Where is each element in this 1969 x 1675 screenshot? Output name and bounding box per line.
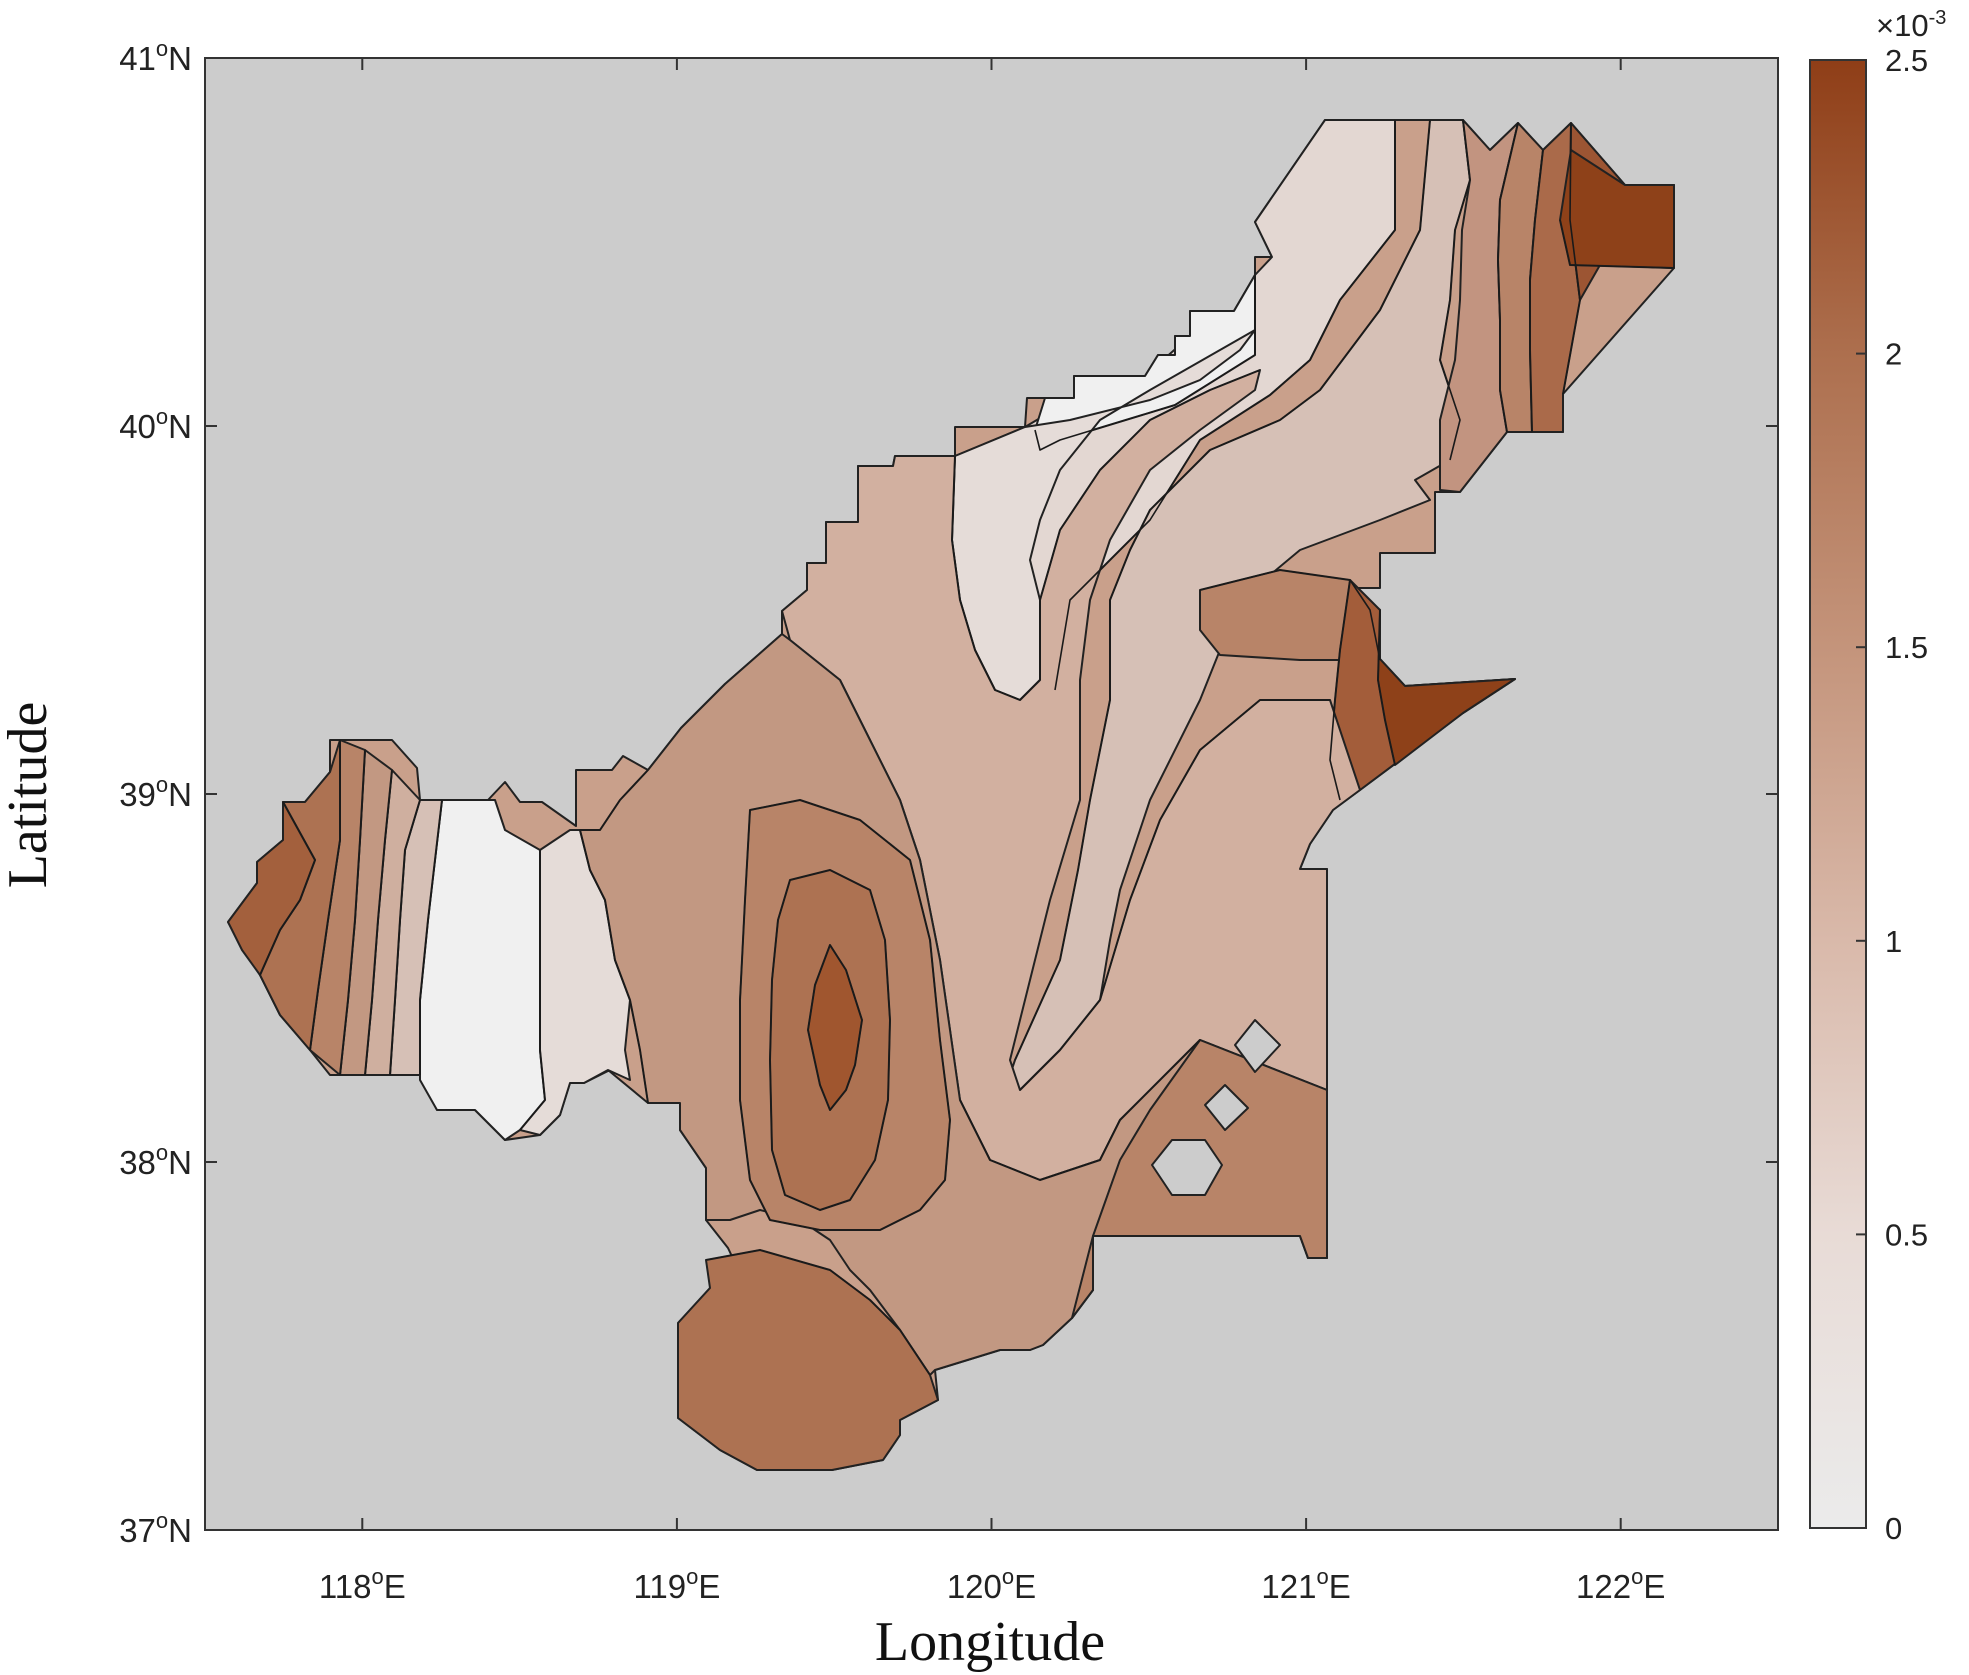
colorbar-ticks: 0 0.5 1 1.5 2 2.5 (1856, 43, 1928, 1546)
colorbar-tick-label: 2 (1885, 337, 1902, 372)
colorbar: 0 0.5 1 1.5 2 2.5 ×10-3 (1809, 7, 1946, 1546)
y-axis-title: Latitude (0, 702, 59, 889)
x-axis-ticks: 118oE 119oE 120oE 121oE 122oE (319, 58, 1665, 1605)
colorbar-exponent: ×10-3 (1876, 7, 1946, 43)
colorbar-tick-label: 1.5 (1885, 630, 1928, 665)
island-3 (1151, 1139, 1223, 1196)
level-1-w (419, 799, 546, 1141)
y-axis-ticks: 37oN 38oN 39oN 40oN 41oN (119, 36, 1778, 1549)
x-axis-title: Longitude (875, 1611, 1105, 1673)
y-tick-label: 39oN (119, 772, 192, 813)
x-tick-label: 119oE (633, 1564, 720, 1605)
colorbar-tick-label: 0.5 (1885, 1217, 1928, 1252)
island-1 (1234, 1019, 1281, 1073)
y-tick-label: 37oN (119, 1508, 192, 1549)
x-tick-label: 118oE (319, 1564, 406, 1605)
x-tick-label: 121oE (1261, 1564, 1350, 1605)
colorbar-tick-label: 2.5 (1885, 43, 1928, 78)
island-2 (1204, 1084, 1249, 1131)
colorbar-gradient (1809, 59, 1867, 1529)
x-tick-label: 120oE (947, 1564, 1036, 1605)
y-tick-label: 40oN (119, 404, 192, 445)
colorbar-tick-label: 0 (1885, 1511, 1902, 1546)
y-tick-label: 41oN (119, 36, 192, 77)
colorbar-tick-label: 1 (1885, 924, 1902, 959)
y-tick-label: 38oN (119, 1140, 192, 1181)
contour-fields (227, 119, 1675, 1471)
x-tick-label: 122oE (1576, 1564, 1665, 1605)
